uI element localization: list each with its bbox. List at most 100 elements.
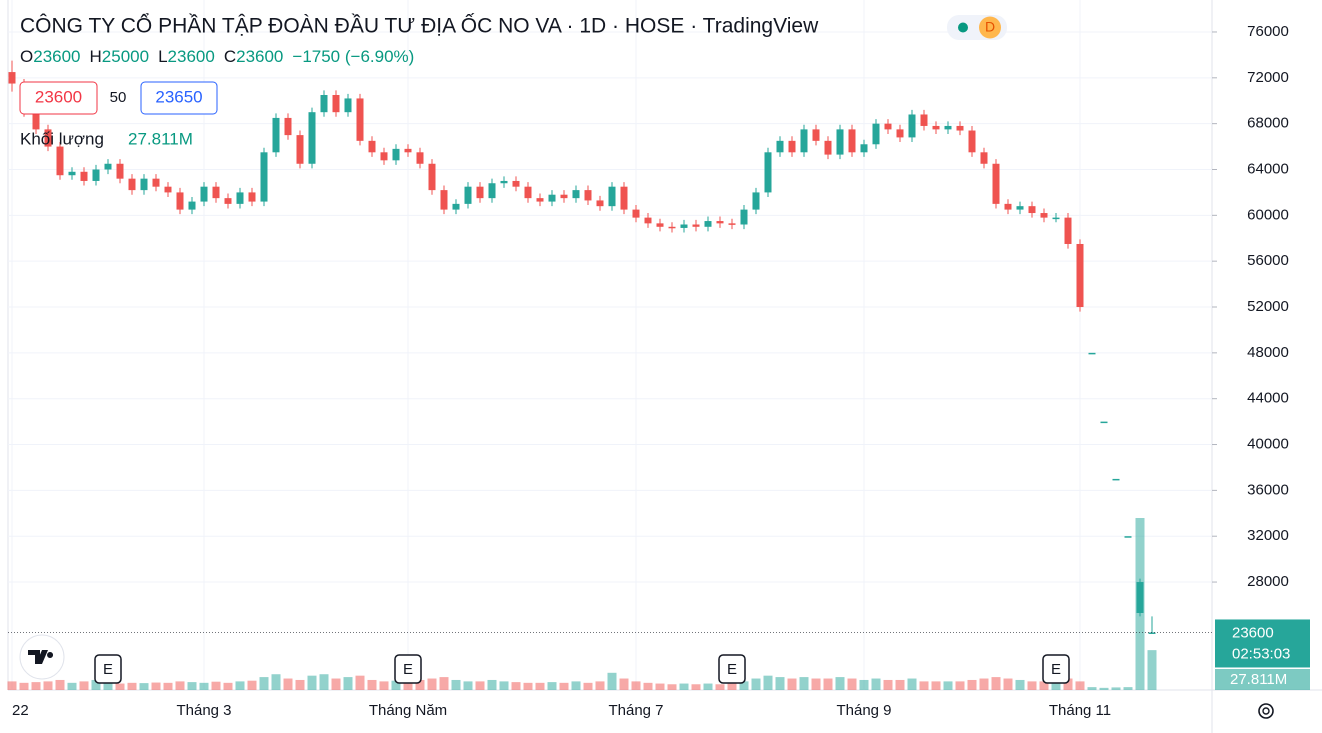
candle-body — [884, 123, 892, 130]
candle-body — [980, 152, 988, 164]
candle-body — [800, 129, 808, 153]
ohlc-legend: O23600 H25000 L23600 C23600 −1750 (−6.90%) — [20, 47, 414, 66]
candle-body — [200, 186, 208, 202]
x-tick-label: Tháng 11 — [1049, 702, 1111, 719]
volume-bar — [475, 681, 485, 690]
volume-bar — [679, 683, 689, 690]
candle-body — [536, 198, 544, 202]
settings-icon[interactable] — [1258, 703, 1274, 719]
volume-bar — [739, 681, 749, 690]
candle-body — [1040, 213, 1048, 218]
candle-body — [488, 183, 496, 199]
candle-body — [308, 112, 316, 164]
candle-body — [668, 226, 676, 229]
volume-bar — [523, 682, 533, 690]
volume-bar — [607, 672, 617, 690]
candle-body — [1112, 478, 1120, 481]
candle-body — [380, 152, 388, 161]
bid-box — [19, 81, 98, 115]
candle-body — [740, 209, 748, 225]
candle-body — [1064, 217, 1072, 244]
candle-body — [680, 224, 688, 228]
candle-body — [44, 129, 52, 147]
candle-body — [416, 152, 424, 164]
volume-bar — [379, 681, 389, 690]
volume-bar — [907, 678, 917, 690]
volume-bar — [943, 681, 953, 690]
x-tick-label: Tháng 7 — [608, 702, 663, 719]
volume-bar — [55, 679, 65, 690]
candle-body — [464, 186, 472, 204]
gear[interactable] — [1258, 703, 1274, 719]
volume-bar — [7, 681, 17, 690]
volume-bar — [559, 682, 569, 690]
candle-body — [260, 152, 268, 202]
interval-circle — [979, 16, 1001, 39]
volume-bar — [199, 682, 209, 690]
candle-body — [428, 163, 436, 191]
candle-body — [152, 178, 160, 187]
volume-bar — [979, 678, 989, 690]
earnings-marker — [718, 654, 746, 684]
volume-bar — [595, 681, 605, 690]
candle-body — [296, 135, 304, 164]
candle-body — [92, 169, 100, 181]
candle-body — [1088, 352, 1096, 355]
x-tick-label: Tháng 9 — [836, 702, 891, 719]
volume-bar — [583, 682, 593, 690]
candle-body — [620, 186, 628, 210]
candle-body — [524, 186, 532, 199]
status-dot — [958, 22, 968, 33]
volume-bar — [715, 684, 725, 690]
volume-bar — [115, 683, 125, 690]
candle-body — [716, 221, 724, 224]
candle-body — [596, 200, 604, 207]
volume-bar — [895, 679, 905, 690]
candle-body — [1028, 206, 1036, 214]
candle-body — [932, 125, 940, 130]
candle-body — [752, 192, 760, 210]
y-tick-label: 68000 — [1247, 115, 1289, 132]
candle-body — [1052, 217, 1060, 220]
volume-bar — [451, 679, 461, 690]
candle-body — [128, 178, 136, 191]
candle-body — [140, 178, 148, 191]
y-tick-label: 48000 — [1247, 344, 1289, 361]
volume-bar — [799, 677, 809, 690]
y-tick-label: 64000 — [1247, 160, 1289, 177]
volume-bar — [1027, 681, 1037, 690]
volume-bar — [127, 682, 137, 690]
volume-bar — [439, 677, 449, 690]
volume-bar — [367, 679, 377, 690]
gear-hub[interactable] — [1262, 707, 1270, 715]
volume-bar — [487, 679, 497, 690]
volume-bar — [811, 678, 821, 690]
y-tick-label: 36000 — [1247, 481, 1289, 498]
volume-bar — [1039, 681, 1049, 690]
interval-badge: D — [985, 19, 995, 35]
y-tick-label: 40000 — [1247, 435, 1289, 452]
volume-bar — [235, 681, 245, 690]
volume-bar — [259, 677, 269, 690]
y-tick-label: 44000 — [1247, 390, 1289, 407]
candle-body — [644, 217, 652, 224]
candle-body — [476, 186, 484, 199]
volume-bar — [859, 679, 869, 690]
tradingview-logo — [19, 634, 65, 680]
grid: 28000 32000 36000 40000 44000 48000 52000 56000… — [8, 0, 1289, 719]
volume-bar — [703, 683, 713, 690]
candle-body — [272, 117, 280, 153]
spread: 50 — [110, 89, 127, 106]
candle-body — [356, 98, 364, 141]
candle-body — [404, 148, 412, 153]
legend-item: 23600 — [33, 47, 80, 66]
volume-bar — [667, 684, 677, 690]
volume-bar — [835, 677, 845, 690]
candle-body — [440, 190, 448, 210]
earnings-label: E — [103, 661, 113, 678]
legend-item: 25000 — [102, 47, 149, 66]
volume-bar — [211, 681, 221, 690]
x-tick-label: Tháng 3 — [176, 702, 231, 719]
volume-bar — [1075, 681, 1085, 690]
